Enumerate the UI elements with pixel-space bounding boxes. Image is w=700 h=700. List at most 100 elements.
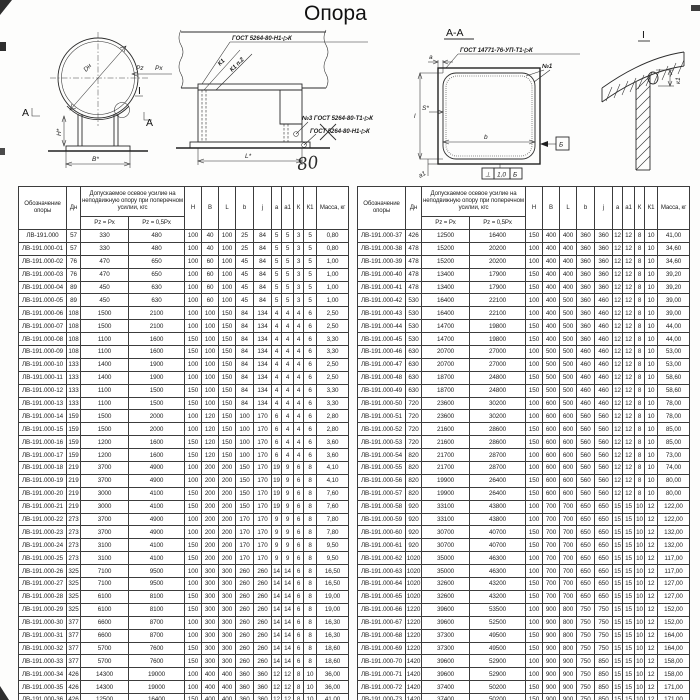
table-cell: 1200 bbox=[80, 448, 129, 463]
table-cell: 14 bbox=[281, 628, 295, 643]
table-cell: 100 bbox=[525, 615, 544, 630]
col-k1: К1 bbox=[644, 186, 659, 230]
table-cell: 500 bbox=[542, 345, 561, 359]
table-cell: 650 bbox=[594, 499, 614, 514]
table-cell: 650 bbox=[594, 512, 614, 527]
table-cell: 3 bbox=[293, 241, 305, 256]
table-cell: 15 bbox=[622, 564, 636, 579]
table-cell: 4100 bbox=[127, 551, 186, 566]
table-cell: 600 bbox=[542, 435, 561, 450]
table-cell: 100 bbox=[235, 435, 255, 450]
table-cell: 360 bbox=[253, 693, 273, 700]
table-row: ЛВ-191.000-58 920 33100 43800 100 700 700 650 65… bbox=[357, 499, 691, 514]
table-cell: 820 bbox=[405, 486, 422, 501]
table-cell: 134 bbox=[253, 383, 273, 398]
table-cell: 100 bbox=[525, 551, 544, 566]
table-cell: 4 bbox=[293, 332, 305, 347]
table-cell: 300 bbox=[218, 602, 237, 617]
table-cell: 17900 bbox=[468, 280, 527, 295]
scan-artifact bbox=[0, 686, 9, 700]
table-row: ЛВ-191.000-08 108 1100 1600 150 100 150 84 134 4 4… bbox=[18, 332, 350, 347]
table-cell: 400 bbox=[542, 241, 561, 256]
table-row: ЛВ-191.000-22 273 3700 4900 100 200 200 170 170 9… bbox=[18, 512, 350, 527]
table-cell: 500 bbox=[559, 357, 578, 372]
table-cell: ЛВ-191.000-52 bbox=[357, 422, 406, 437]
table-cell: 12 bbox=[622, 319, 636, 334]
table-row: ЛВ-191.000-16 159 1200 1600 150 120 150 100 170 6… bbox=[18, 435, 350, 450]
table-cell: 400 bbox=[542, 293, 561, 308]
table-cell: 10 bbox=[634, 667, 646, 682]
table-cell: ЛВ-191.000-73 bbox=[357, 693, 406, 700]
table-cell: 21600 bbox=[421, 435, 470, 450]
table-cell: 171,00 bbox=[657, 680, 691, 695]
table-cell: 150 bbox=[525, 577, 544, 591]
table-cell: 6100 bbox=[80, 589, 129, 604]
table-cell: 100 bbox=[235, 409, 255, 424]
table-cell: 4 bbox=[281, 422, 295, 437]
table-cell: 12 bbox=[644, 680, 659, 695]
table-cell: 900 bbox=[542, 628, 561, 643]
table-row: ЛВ-191.000-49 630 18700 24800 150 500 500 460 46… bbox=[357, 383, 691, 398]
table-cell: 12 bbox=[644, 615, 659, 630]
table-cell: 3700 bbox=[80, 512, 129, 527]
table-cell: 480 bbox=[127, 241, 186, 256]
table-cell: 600 bbox=[559, 409, 578, 424]
table-cell: 30700 bbox=[421, 538, 470, 553]
side-view-drawing: ГОСТ 5264-80-Н1-▷К К1 К1 п.2 L* №3 ГОСТ … bbox=[176, 29, 374, 165]
table-cell: 1500 bbox=[80, 422, 129, 437]
table-cell: 426 bbox=[66, 693, 81, 700]
table-cell: 6 bbox=[303, 357, 318, 372]
table-cell: 8 bbox=[303, 486, 318, 501]
table-cell: 530 bbox=[405, 293, 422, 308]
table-cell: 50200 bbox=[468, 680, 527, 695]
table-cell: 478 bbox=[405, 254, 422, 269]
table-cell: 1420 bbox=[405, 680, 422, 695]
table-cell: 122,00 bbox=[657, 512, 691, 527]
table-cell: 39600 bbox=[421, 667, 470, 682]
table-cell: 134 bbox=[253, 345, 273, 359]
table-cell: 6 bbox=[293, 525, 305, 540]
table-cell: 900 bbox=[542, 693, 561, 700]
table-cell: 40700 bbox=[468, 525, 527, 540]
table-row: ЛВ-191.000-57 820 19900 26400 150 600 600 560 56… bbox=[357, 486, 691, 501]
table-cell: 150 bbox=[525, 319, 544, 334]
table-cell: 500 bbox=[559, 396, 578, 411]
table-cell: ЛВ-191.000-36 bbox=[18, 693, 67, 700]
table-cell: 15 bbox=[622, 680, 636, 695]
table-cell: 9 bbox=[281, 512, 295, 527]
table-cell: 120 bbox=[201, 435, 220, 450]
table-cell: ЛВ-191.000-35 bbox=[18, 680, 67, 695]
table-cell: 5 bbox=[271, 267, 283, 282]
table-cell: ЛВ-191.000-69 bbox=[357, 641, 406, 656]
table-cell: 40 bbox=[201, 229, 220, 243]
table-cell: 100 bbox=[218, 241, 237, 256]
table-cell: 200 bbox=[218, 538, 237, 553]
table-row: ЛВ-191.000-32 377 5700 7600 150 300 300 260 260 1… bbox=[18, 641, 350, 656]
section-cut-label-left: А bbox=[22, 107, 29, 119]
table-cell: 108 bbox=[66, 306, 81, 321]
table-row: ЛВ-191.000-34 426 14300 19000 100 400 400 360 36… bbox=[18, 667, 350, 682]
table-cell: 9,50 bbox=[316, 551, 350, 566]
table-cell: 460 bbox=[594, 306, 614, 321]
table-cell: 720 bbox=[405, 396, 422, 411]
table-cell: 3,30 bbox=[316, 383, 350, 398]
table-cell: 100 bbox=[201, 357, 220, 372]
table-cell: 800 bbox=[559, 615, 578, 630]
col-b: b bbox=[235, 186, 255, 230]
table-cell: 20700 bbox=[421, 357, 470, 372]
table-cell: 560 bbox=[594, 461, 614, 475]
table-cell: 159 bbox=[66, 435, 81, 450]
table-cell: 1220 bbox=[405, 641, 422, 656]
table-cell: 650 bbox=[594, 525, 614, 540]
table-cell: 1900 bbox=[127, 357, 186, 372]
table-cell: 23600 bbox=[421, 409, 470, 424]
table-cell: 2,80 bbox=[316, 422, 350, 437]
table-cell: 300 bbox=[201, 577, 220, 591]
table-cell: 150 bbox=[218, 345, 237, 359]
table-cell: 720 bbox=[405, 435, 422, 450]
table-cell: 108 bbox=[66, 319, 81, 334]
table-cell: 3 bbox=[293, 293, 305, 308]
table-cell: 4 bbox=[281, 396, 295, 411]
table-cell: 1420 bbox=[405, 667, 422, 682]
table-row: ЛВ-191.000-55 820 21700 28700 100 600 600 560 56… bbox=[357, 461, 691, 475]
